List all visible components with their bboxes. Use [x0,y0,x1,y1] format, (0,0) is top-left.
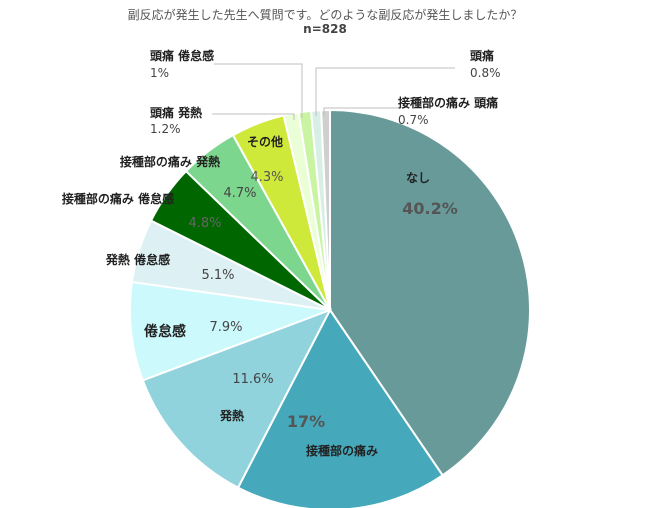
slice-value-10: 0.8% [470,66,501,80]
pie-slice-1 [236,308,444,508]
slice-value-4: 5.1% [201,268,234,283]
leader-line-11 [323,107,398,116]
chart-title: 副反応が発生した先生へ質問です。どのような副反応が発生しましたか？ [127,8,523,22]
pie-slice-0 [329,108,531,477]
slice-value-1: 17% [287,412,325,431]
leader-line-9 [214,63,303,118]
slice-value-2: 11.6% [232,372,273,387]
pie-slice-2 [141,308,333,489]
slice-label-3: 倦怠感 [144,323,186,340]
chart-subtitle: n=828 [303,22,347,36]
slice-label-0: なし [406,171,430,185]
leader-line-8 [212,113,295,120]
slice-value-3: 7.9% [209,320,242,335]
slice-value-7: 4.3% [250,170,283,185]
slice-label-11: 接種部の痛み 頭痛 [398,95,498,110]
slice-label-4: 発熱 倦怠感 [105,252,170,267]
slice-value-5: 4.8% [188,216,221,231]
pie-slice-3 [129,280,331,382]
slice-label-8: 頭痛 発熱 [150,105,202,120]
slice-label-5: 接種部の痛み 倦怠感 [62,191,174,206]
slice-label-9: 頭痛 倦怠感 [150,48,214,63]
slice-label-2: 発熱 [219,408,244,423]
slice-value-9: 1% [150,66,169,80]
slice-label-6: 接種部の痛み 発熱 [120,154,220,169]
slice-value-11: 0.7% [398,113,429,127]
slice-label-10: 頭痛 [470,48,494,63]
slice-label-1: 接種部の痛み [306,443,378,458]
slice-value-6: 4.7% [223,186,256,201]
slice-label-7: その他 [247,134,283,149]
slice-value-8: 1.2% [150,122,181,136]
pie-slice-11 [320,108,331,311]
leader-line-10 [315,67,455,116]
slice-value-0: 40.2% [402,199,458,218]
